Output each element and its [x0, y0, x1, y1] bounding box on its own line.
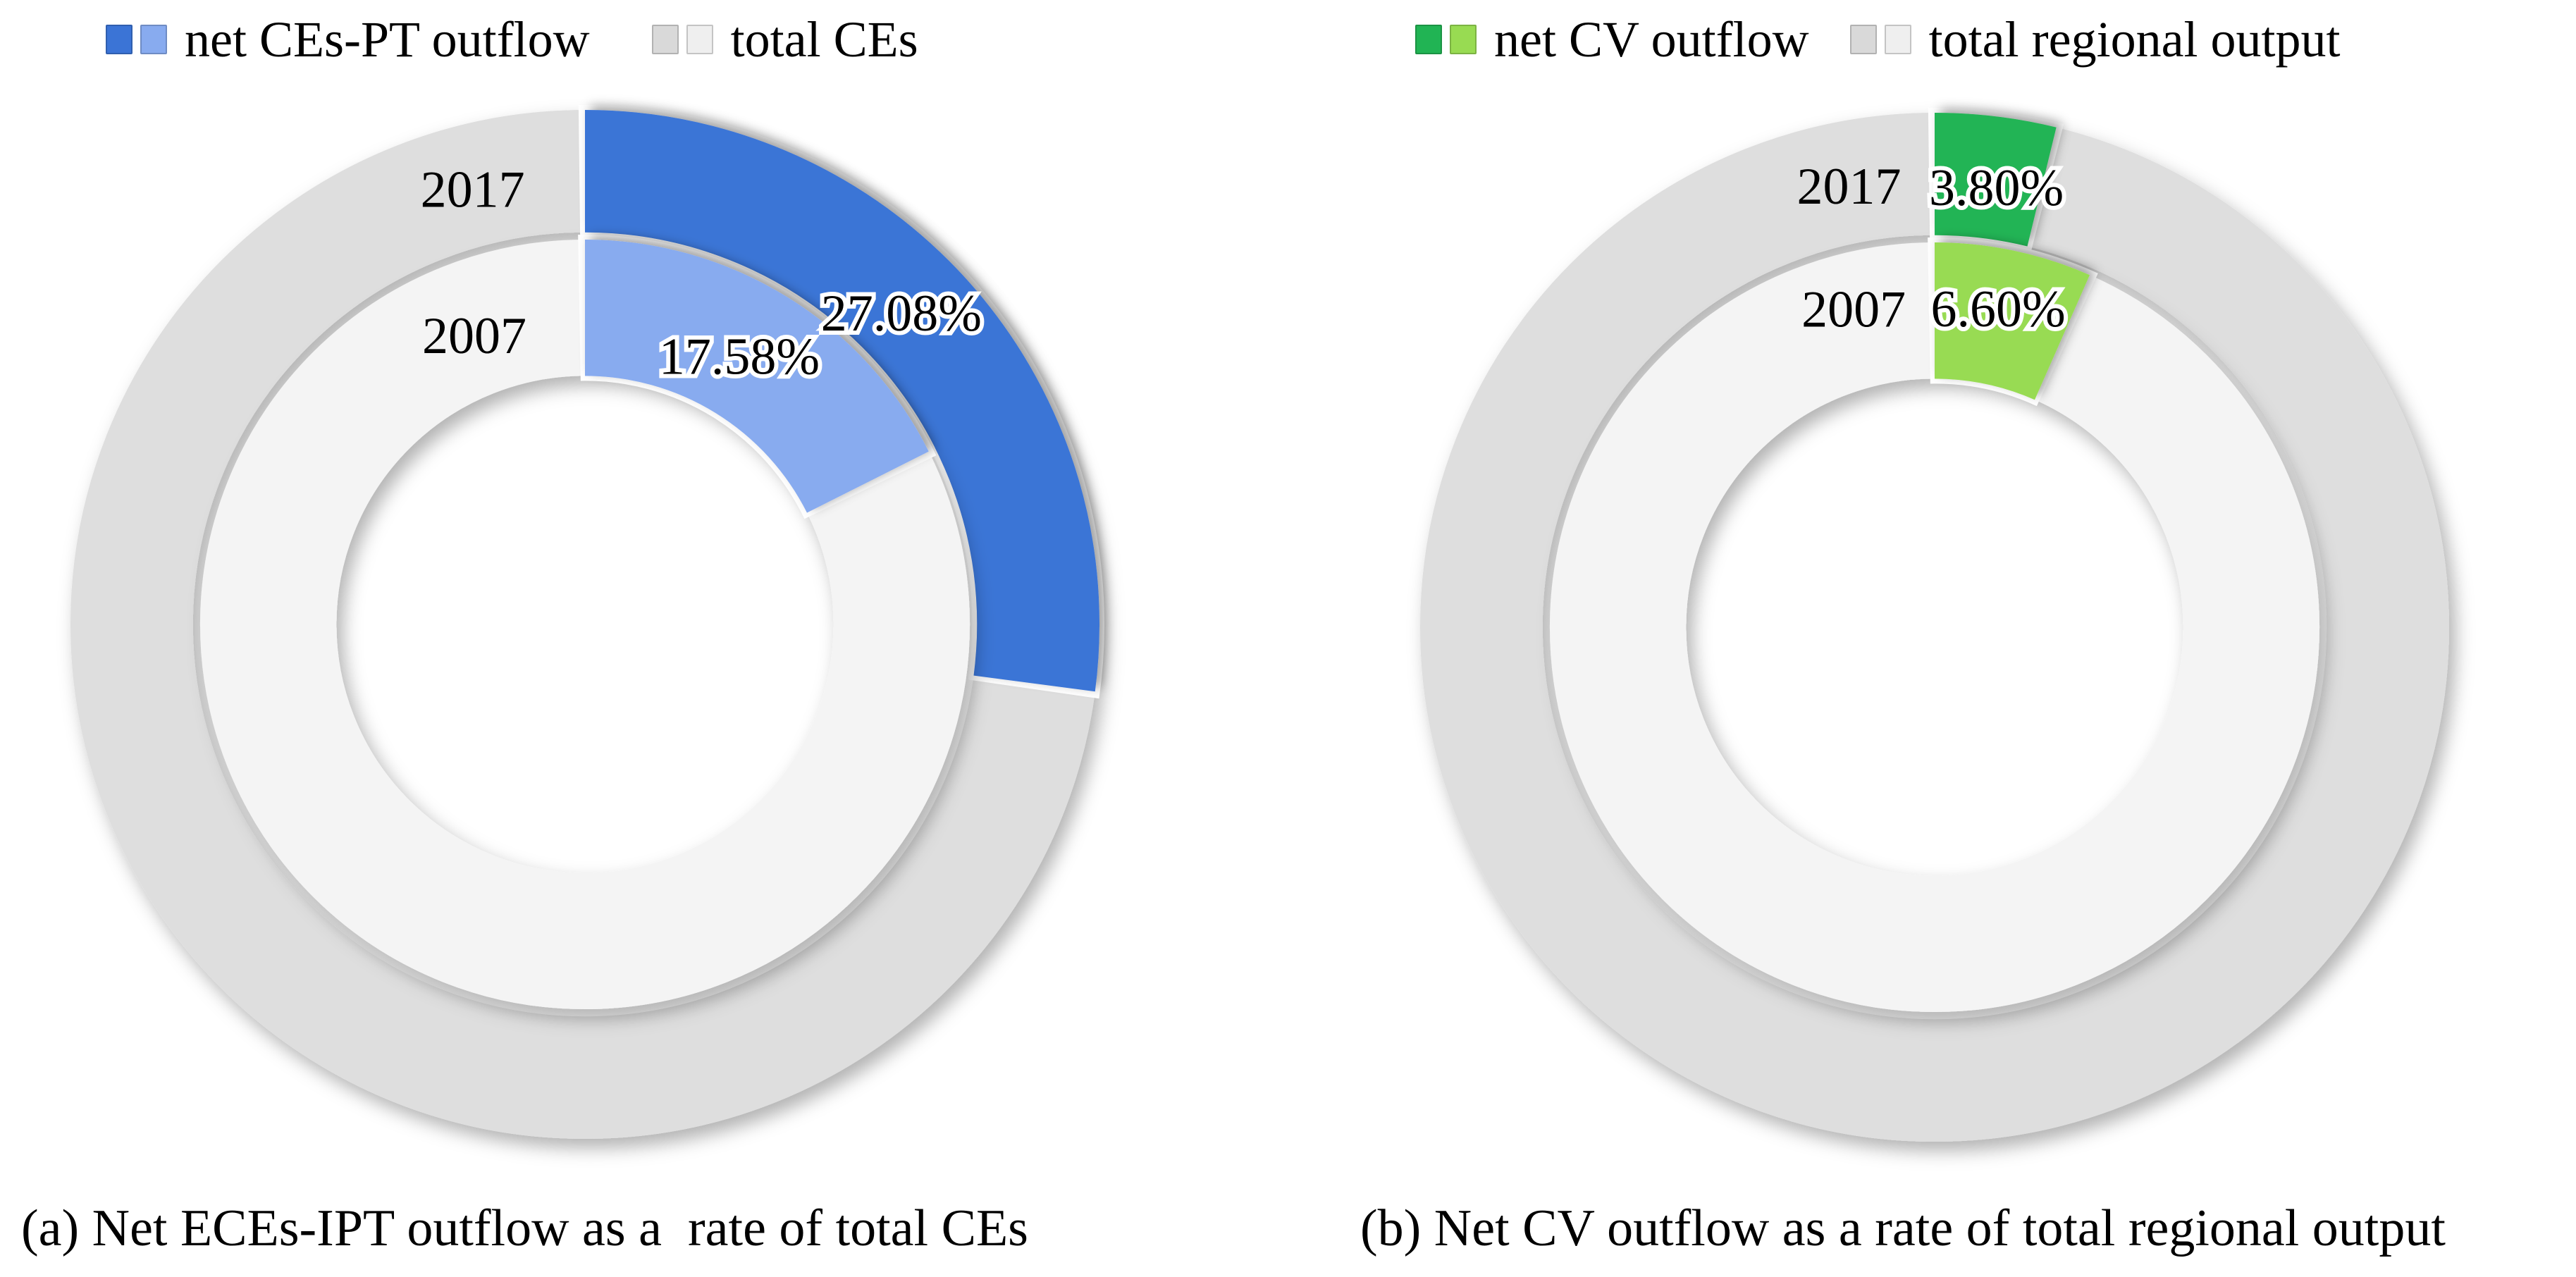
- legend-label-net-ces-pt-outflow: net CEs-PT outflow: [185, 11, 590, 68]
- donut-svg-b: 2017 3.80% 2007 6.60%: [1415, 107, 2455, 1147]
- ring-wedge-halo-2007-b: [1544, 237, 2325, 1018]
- ring-wedge-2007-a: [199, 239, 970, 1010]
- year-label-2007-a: 2007: [422, 307, 526, 365]
- ring-wedge-2017-a: [70, 109, 1100, 1140]
- legend-swatch-gray-light-b: [1884, 25, 1911, 54]
- year-label-2007-b: 2007: [1801, 280, 1906, 338]
- legend-swatch-gray-dark-b: [1849, 25, 1877, 54]
- year-label-2017-b: 2017: [1797, 158, 1902, 216]
- legend-panel-a: net CEs-PT outflow total CEs: [106, 8, 918, 70]
- donut-chart-b: 2017 3.80% 2007 6.60%: [1357, 49, 2513, 1205]
- legend-swatch-light-blue: [140, 25, 167, 54]
- year-label-2017-a: 2017: [421, 161, 525, 219]
- value-label-2017-a: 27.08%: [821, 285, 982, 343]
- legend-swatch-dark-blue: [106, 25, 133, 54]
- ring-wedge-2007-b: [1549, 242, 2320, 1013]
- ring-wedge-halo-2017-b: [1415, 107, 2455, 1147]
- legend-item-total-ces: total CEs: [651, 8, 918, 70]
- donut-chart-a: 2017 27.08% 2007 17.58%: [7, 47, 1163, 1202]
- value-label-2007-b: 6.60%: [1931, 280, 2066, 338]
- legend-item-total-regional-output: total regional output: [1849, 8, 2341, 70]
- legend-panel-b: net CV outflow total regional output: [1415, 8, 2341, 70]
- legend-label-net-cv-outflow: net CV outflow: [1494, 11, 1809, 68]
- legend-label-total-ces: total CEs: [730, 11, 918, 68]
- value-label-2017-b: 3.80%: [1929, 159, 2064, 217]
- legend-swatch-light-green: [1450, 25, 1477, 54]
- legend-swatch-dark-green: [1415, 25, 1442, 54]
- donut-svg-a: 2017 27.08% 2007 17.58%: [65, 104, 1105, 1145]
- caption-panel-a: (a) Net ECEs-IPT outflow as a rate of to…: [21, 1199, 1028, 1257]
- legend-item-net-ces-pt-outflow: net CEs-PT outflow: [106, 8, 590, 70]
- ring-wedge-2017-b: [1419, 112, 2450, 1142]
- ring-track-2007-b: [1549, 242, 2320, 1013]
- legend-swatch-gray-light: [686, 25, 713, 54]
- legend-label-total-regional-output: total regional output: [1928, 11, 2341, 68]
- legend-item-net-cv-outflow: net CV outflow: [1415, 8, 1809, 70]
- legend-swatch-gray-dark: [651, 25, 679, 54]
- caption-panel-b: (b) Net CV outflow as a rate of total re…: [1360, 1199, 2446, 1257]
- ring-wedge-halo-2007-a: [195, 234, 975, 1015]
- value-label-2007-a: 17.58%: [659, 328, 820, 386]
